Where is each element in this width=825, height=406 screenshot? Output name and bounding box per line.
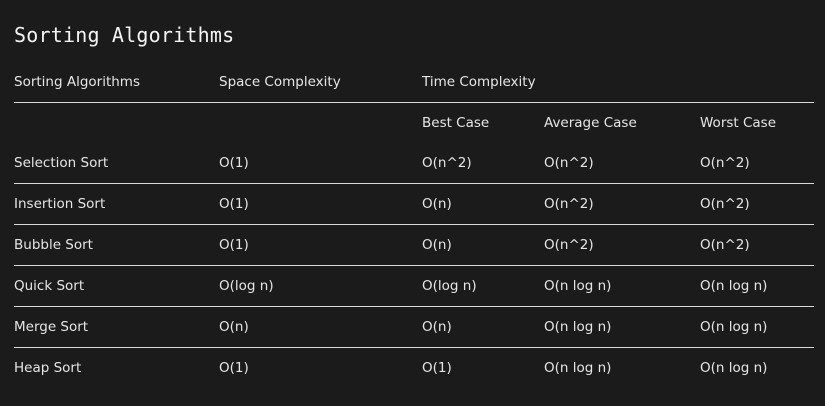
cell-average: O(n^2): [544, 237, 594, 253]
cell-worst: O(n log n): [700, 360, 768, 376]
cell-space: O(log n): [219, 278, 274, 294]
header-average: Average Case: [544, 115, 637, 131]
table-row: Quick Sort O(log n) O(log n) O(n log n) …: [14, 266, 814, 307]
cell-best: O(n): [422, 196, 452, 212]
cell-space: O(1): [219, 196, 249, 212]
header-worst: Worst Case: [700, 115, 777, 131]
cell-average: O(n log n): [544, 319, 612, 335]
cell-average: O(n log n): [544, 360, 612, 376]
table-row: Merge Sort O(n) O(n) O(n log n) O(n log …: [14, 307, 814, 348]
cell-name: Heap Sort: [14, 360, 82, 376]
cell-best: O(n): [422, 319, 452, 335]
cell-worst: O(n log n): [700, 319, 768, 335]
cell-best: O(n): [422, 237, 452, 253]
header-row: Sorting Algorithms Space Complexity Time…: [14, 62, 814, 103]
cell-name: Selection Sort: [14, 155, 109, 171]
cell-average: O(n log n): [544, 278, 612, 294]
cell-space: O(1): [219, 360, 249, 376]
cell-worst: O(n^2): [700, 196, 750, 212]
cell-average: O(n^2): [544, 196, 594, 212]
header-best: Best Case: [422, 115, 490, 131]
cell-space: O(1): [219, 237, 249, 253]
header-algorithm: Sorting Algorithms: [14, 74, 140, 90]
cell-best: O(1): [422, 360, 452, 376]
cell-best: O(log n): [422, 278, 477, 294]
table-row: Insertion Sort O(1) O(n) O(n^2) O(n^2): [14, 184, 814, 225]
complexity-table: Sorting Algorithms Space Complexity Time…: [14, 62, 814, 388]
header-space: Space Complexity: [219, 74, 341, 90]
cell-space: O(1): [219, 155, 249, 171]
cell-best: O(n^2): [422, 155, 472, 171]
cell-name: Quick Sort: [14, 278, 85, 294]
cell-space: O(n): [219, 319, 249, 335]
table-row: Selection Sort O(1) O(n^2) O(n^2) O(n^2): [14, 143, 814, 184]
header-time: Time Complexity: [422, 74, 536, 90]
cell-worst: O(n^2): [700, 155, 750, 171]
page-title: Sorting Algorithms: [14, 23, 235, 47]
cell-name: Merge Sort: [14, 319, 89, 335]
table-row: Bubble Sort O(1) O(n) O(n^2) O(n^2): [14, 225, 814, 266]
cell-name: Bubble Sort: [14, 237, 93, 253]
cell-name: Insertion Sort: [14, 196, 106, 212]
subheader-empty: [14, 103, 219, 144]
subheader-empty: [219, 103, 422, 144]
cell-worst: O(n log n): [700, 278, 768, 294]
cell-worst: O(n^2): [700, 237, 750, 253]
table-row: Heap Sort O(1) O(1) O(n log n) O(n log n…: [14, 348, 814, 389]
cell-average: O(n^2): [544, 155, 594, 171]
subheader-row: Best Case Average Case Worst Case: [14, 103, 814, 144]
